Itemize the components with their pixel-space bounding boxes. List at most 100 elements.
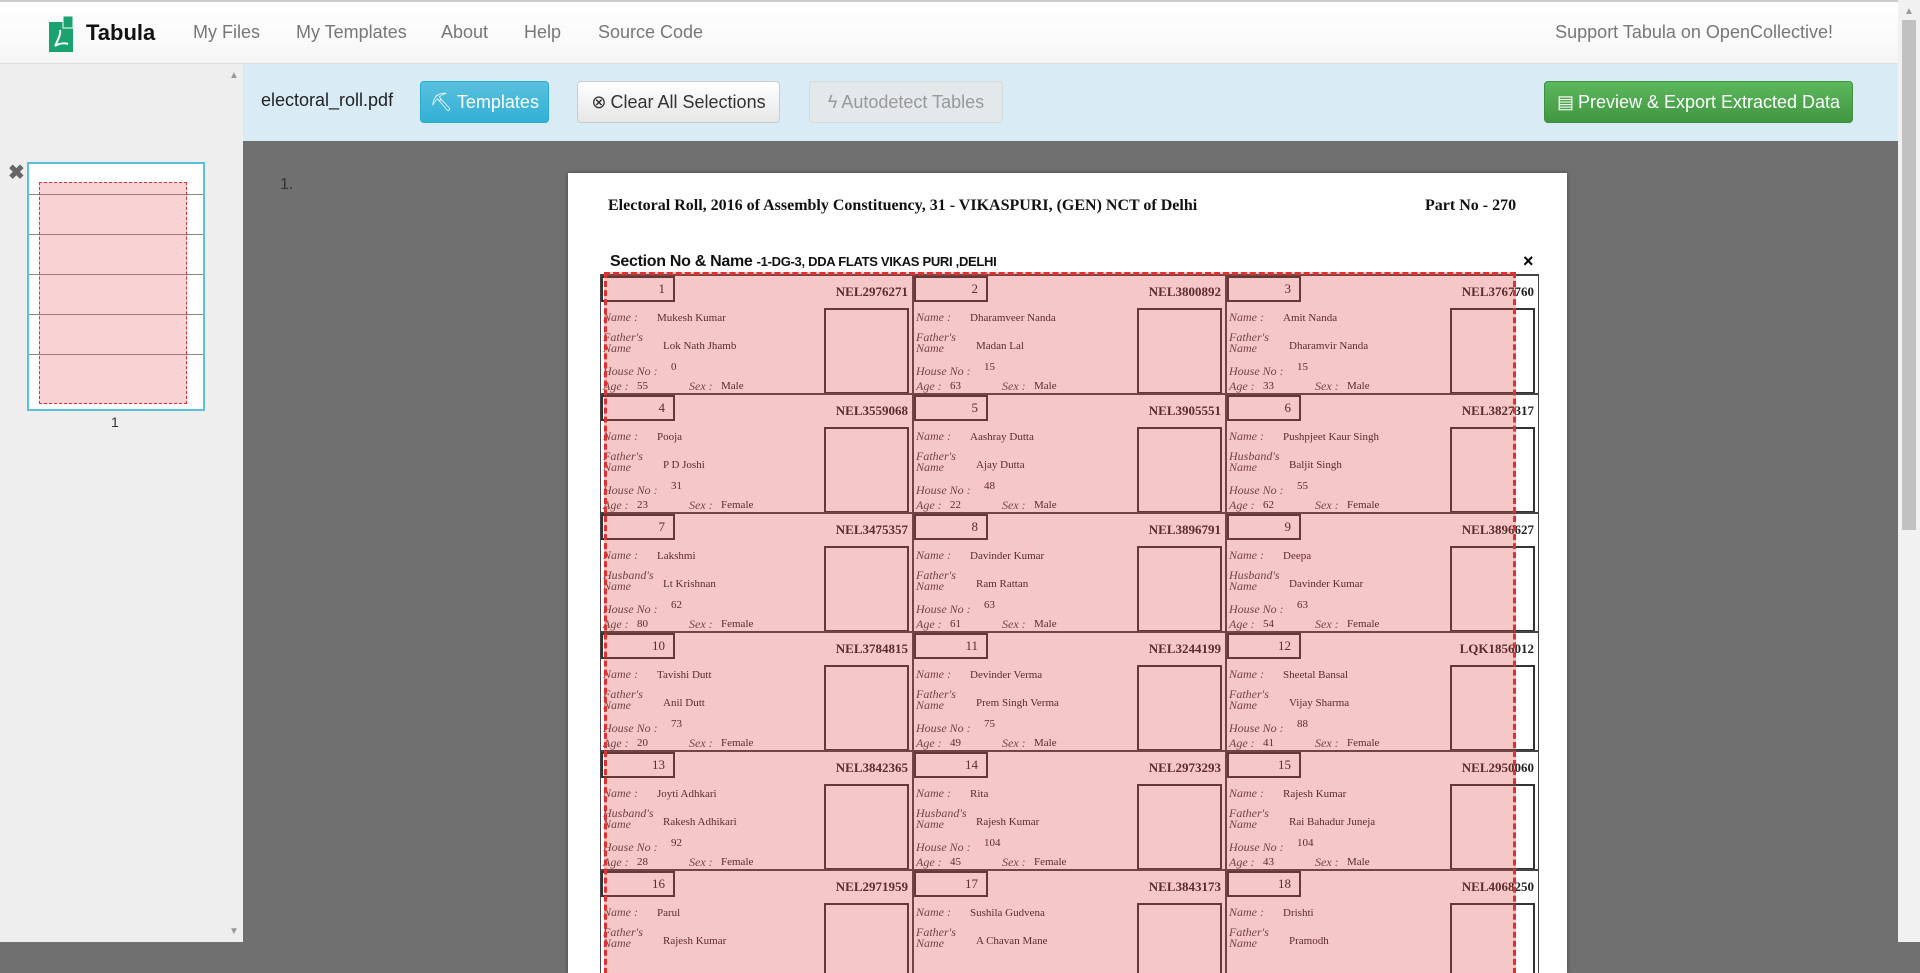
relation-name: Rajesh Kumar [976, 816, 1040, 828]
serial-number: 4 [601, 395, 675, 421]
voter-id: NEL3784815 [835, 641, 908, 656]
relation-label: Husband's Name [603, 568, 654, 593]
age-value: 49 [950, 737, 961, 749]
age-value: 63 [950, 380, 961, 392]
name-label: Name : [916, 429, 951, 443]
voter-name: Tavishi Dutt [657, 669, 712, 681]
voter-name: Sushila Gudvena [970, 907, 1045, 919]
sex-value: Female [1034, 856, 1067, 868]
relation-name: Prem Singh Verma [976, 697, 1059, 709]
name-label: Name : [603, 786, 638, 800]
house-label: House No : [603, 483, 658, 497]
name-label: Name : [1229, 429, 1264, 443]
table-selection[interactable] [604, 272, 1516, 973]
scroll-up-icon[interactable]: ▲ [229, 70, 239, 81]
serial-number: 10 [601, 633, 675, 659]
name-label: Name : [916, 310, 951, 324]
templates-button[interactable]: ⛏ Templates [420, 81, 549, 123]
nav-about[interactable]: About [441, 22, 489, 42]
voter-name: Sheetal Bansal [1283, 669, 1349, 681]
tabula-logo-icon[interactable] [47, 16, 75, 52]
preview-export-button[interactable]: ▤ Preview & Export Extracted Data [1544, 81, 1853, 123]
age-label: Age : [603, 736, 629, 750]
voter-name: Lakshmi [657, 550, 696, 562]
brand-name[interactable]: Tabula [86, 20, 156, 45]
nav-source-code[interactable]: Source Code [598, 22, 704, 42]
voter-name: Aashray Dutta [970, 431, 1034, 443]
age-value: 61 [950, 618, 961, 630]
photo-box [824, 903, 909, 973]
support-link[interactable]: Support Tabula on OpenCollective! [1555, 22, 1833, 42]
thumbnail-selection [39, 182, 187, 404]
pdf-page[interactable]: Electoral Roll, 2016 of Assembly Constit… [568, 173, 1567, 973]
relation-name: Baljit Singh [1289, 459, 1342, 471]
nav-help[interactable]: Help [524, 22, 562, 42]
close-selection-icon[interactable]: × [1523, 251, 1534, 271]
house-number: 62 [671, 599, 682, 611]
age-label: Age : [1229, 617, 1255, 631]
flash-icon: ϟ [827, 91, 838, 112]
sidebar-scrollbar[interactable]: ▲ ▼ [226, 64, 241, 942]
house-number: 63 [984, 599, 995, 611]
serial-number: 11 [914, 633, 988, 659]
page-scrollbar[interactable]: ▲ [1898, 0, 1920, 942]
house-number: 48 [984, 480, 995, 492]
voter-name: Davinder Kumar [970, 550, 1045, 562]
relation-name: Davinder Kumar [1289, 578, 1364, 590]
relation-name: Ajay Dutta [976, 459, 1025, 471]
age-value: 45 [950, 856, 961, 868]
sex-value: Female [1347, 499, 1380, 511]
scroll-up-icon[interactable]: ▲ [1904, 6, 1914, 17]
relation-name: Dharamvir Nanda [1289, 340, 1369, 352]
voter-id: NEL3244199 [1148, 641, 1221, 656]
age-label: Age : [603, 617, 629, 631]
voter-id: NEL3896791 [1148, 522, 1221, 537]
autodetect-tables-button[interactable]: ϟ Autodetect Tables [809, 81, 1003, 123]
voter-id: NEL3475357 [835, 522, 908, 537]
nav-my-files[interactable]: My Files [193, 22, 260, 42]
scrollbar-thumb[interactable] [1902, 20, 1916, 530]
house-label: House No : [916, 840, 971, 854]
house-label: House No : [1229, 721, 1284, 735]
voter-id: NEL3559068 [835, 403, 908, 418]
sex-label: Sex : [689, 498, 713, 512]
serial-number: 7 [601, 514, 675, 540]
voter-id: NEL3843173 [1148, 879, 1221, 894]
sex-label: Sex : [1315, 855, 1339, 869]
remove-page-icon[interactable]: ✖ [8, 162, 25, 184]
clear-all-selections-button[interactable]: ⊗ Clear All Selections [577, 81, 780, 123]
sex-label: Sex : [1002, 855, 1026, 869]
relation-label: Father's Name [916, 449, 956, 474]
nav-my-templates[interactable]: My Templates [296, 22, 407, 42]
name-label: Name : [603, 429, 638, 443]
age-value: 23 [637, 499, 648, 511]
relation-label: Father's Name [603, 687, 643, 712]
sex-value: Female [1347, 737, 1380, 749]
name-label: Name : [1229, 667, 1264, 681]
sex-value: Male [1034, 618, 1057, 630]
section-heading: Section No & Name -1-DG-3, DDA FLATS VIK… [610, 253, 997, 271]
relation-label: Husband's Name [916, 806, 967, 831]
name-label: Name : [603, 905, 638, 919]
voter-name: Pushpjeet Kaur Singh [1283, 431, 1379, 443]
house-label: House No : [1229, 840, 1284, 854]
relation-label: Father's Name [603, 330, 643, 355]
sex-value: Male [1034, 499, 1057, 511]
scroll-down-icon[interactable]: ▼ [229, 926, 239, 937]
sex-label: Sex : [1315, 736, 1339, 750]
voter-cell: 7 NEL3475357 Name : Lakshmi Husband's Name Lt… [600, 512, 913, 632]
sex-label: Sex : [689, 379, 713, 393]
name-label: Name : [1229, 548, 1264, 562]
serial-number: 14 [914, 752, 988, 778]
page-thumbnail[interactable] [27, 162, 205, 411]
house-number: 15 [1297, 361, 1308, 373]
age-label: Age : [1229, 736, 1255, 750]
voter-id: NEL3800892 [1148, 284, 1221, 299]
house-number: 92 [671, 837, 682, 849]
relation-label: Husband's Name [1229, 449, 1280, 474]
age-label: Age : [603, 498, 629, 512]
voter-cell: 13 NEL3842365 Name : Joyti Adhkari Husband's… [600, 750, 913, 870]
age-label: Age : [1229, 498, 1255, 512]
house-number: 63 [1297, 599, 1308, 611]
house-label: House No : [916, 483, 971, 497]
